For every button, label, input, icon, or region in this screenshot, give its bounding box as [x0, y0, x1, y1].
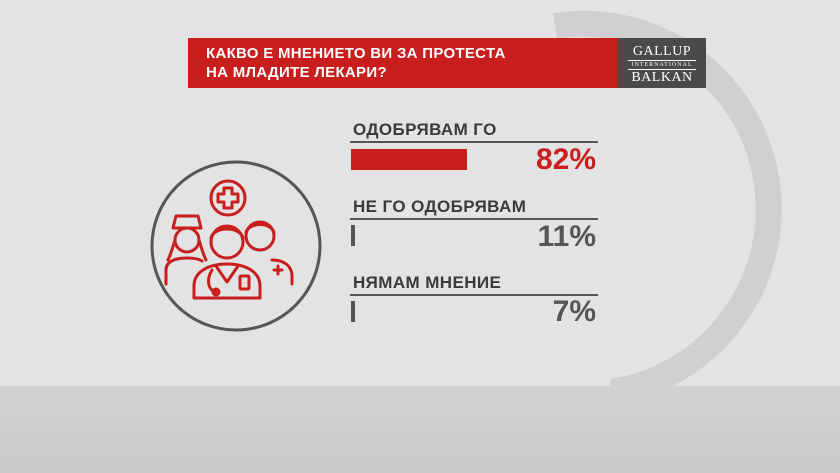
value-label-disapprove: 11%: [537, 220, 596, 253]
value-label-no-opinion: 7%: [552, 295, 596, 328]
background-floor: [0, 386, 840, 473]
bar-disapprove: [351, 225, 355, 246]
chart-title-line-2: НА МЛАДИТЕ ЛЕКАРИ?: [206, 64, 387, 81]
logo-text-middle: INTERNATIONAL: [628, 60, 696, 70]
title-banner: КАКВО Е МНЕНИЕТО ВИ ЗА ПРОТЕСТА НА МЛАДИ…: [188, 38, 618, 88]
gallup-logo: GALLUP INTERNATIONAL BALKAN: [618, 38, 706, 88]
category-label-approve: ОДОБРЯВАМ ГО: [353, 120, 497, 139]
category-label-disapprove: НЕ ГО ОДОБРЯВАМ: [353, 197, 527, 216]
category-rule-no-opinion: [350, 294, 598, 296]
category-label-no-opinion: НЯМАМ МНЕНИЕ: [353, 273, 502, 292]
category-rule-disapprove: [350, 218, 598, 220]
category-rule-approve: [350, 141, 598, 143]
bar-approve: [351, 149, 467, 170]
bar-no-opinion: [351, 301, 355, 322]
value-label-approve: 82%: [535, 143, 596, 176]
logo-text-top: GALLUP: [632, 44, 692, 59]
chart-title-line-1: КАКВО Е МНЕНИЕТО ВИ ЗА ПРОТЕСТА: [206, 45, 506, 62]
logo-text-bottom: BALKAN: [631, 70, 693, 85]
background-arc: [553, 10, 782, 405]
medical-staff-icon: [148, 158, 324, 334]
